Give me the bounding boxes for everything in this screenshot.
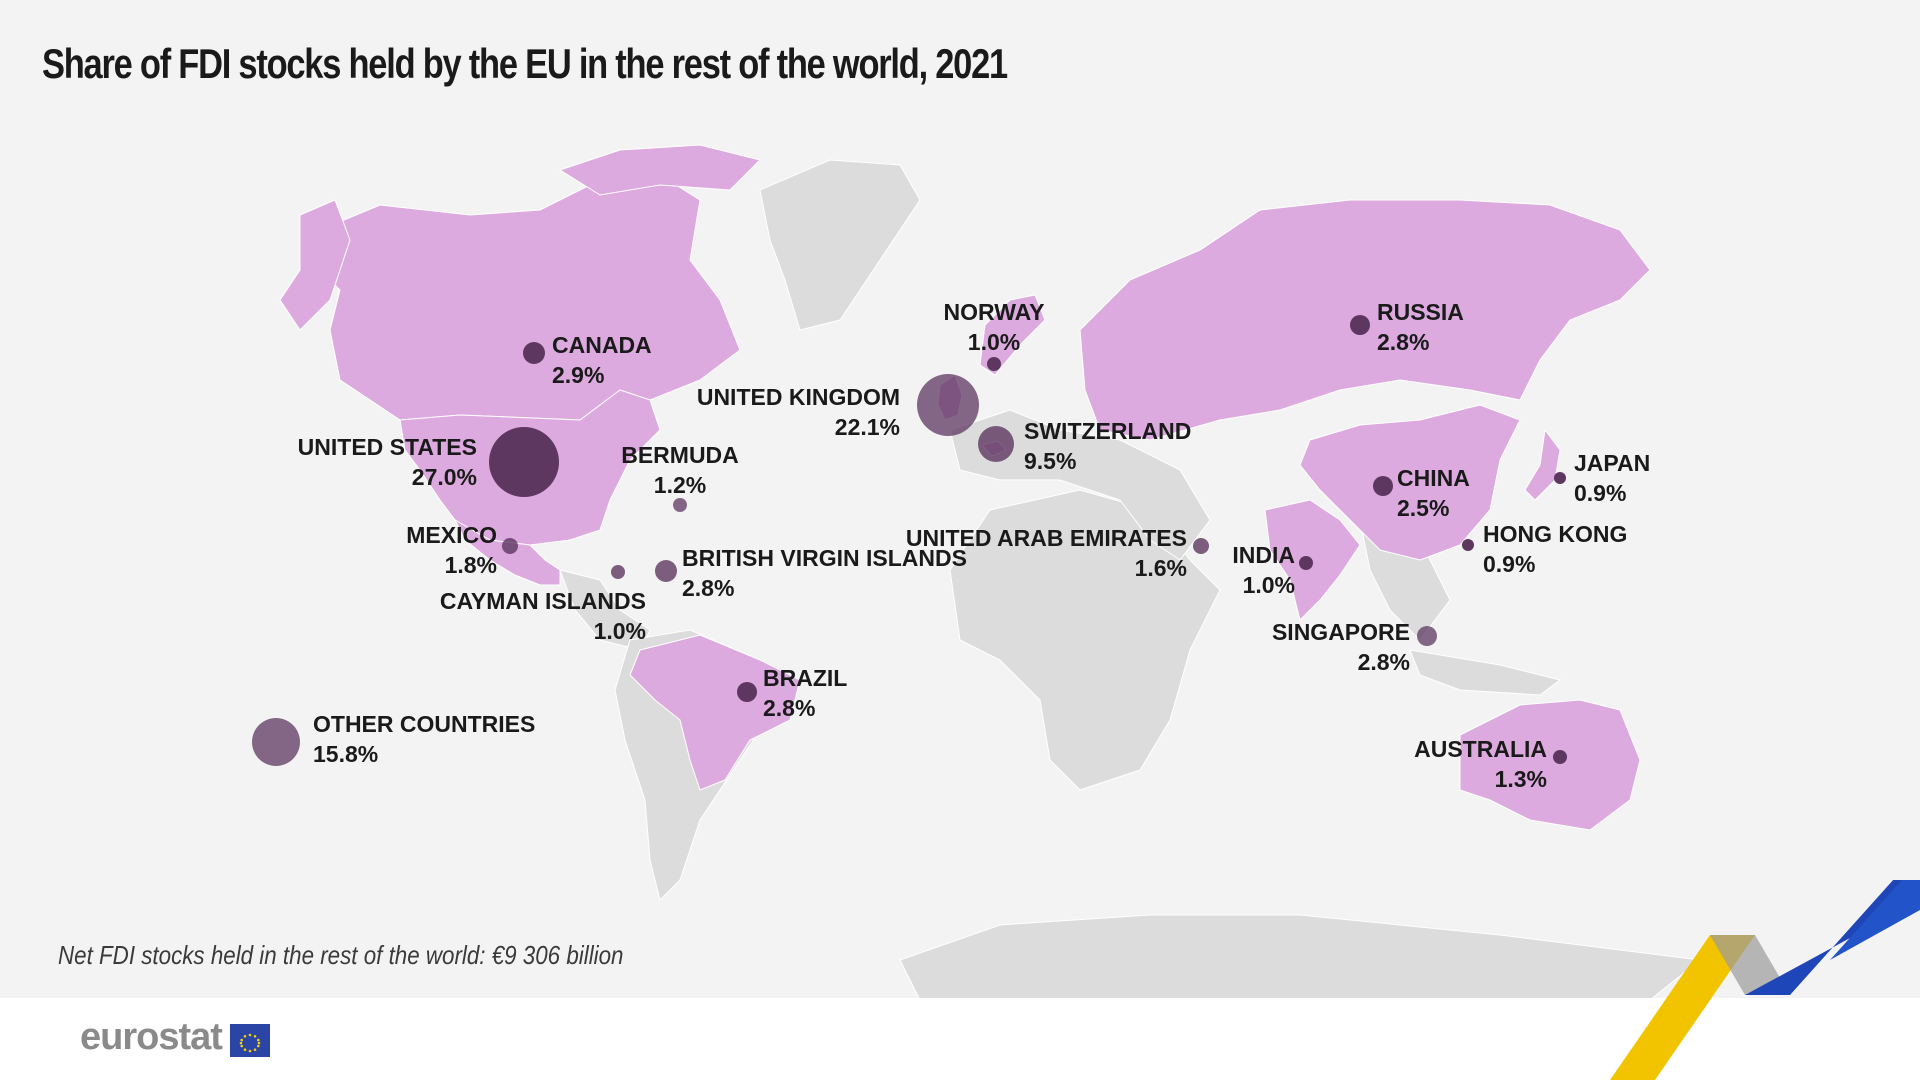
label-hong-kong: HONG KONG 0.9%: [1483, 521, 1627, 577]
bubble-other-countries[interactable]: [252, 718, 300, 766]
bubble-cayman-islands[interactable]: [611, 565, 625, 579]
bubble-brazil[interactable]: [737, 682, 757, 702]
greenland-shape: [759, 159, 921, 331]
brazil-shape: [629, 634, 801, 791]
label-united-states: UNITED STATES 27.0%: [298, 434, 477, 490]
antarctica-shape: [899, 914, 1702, 1000]
label-russia: RUSSIA 2.8%: [1377, 299, 1464, 355]
bubble-united-kingdom[interactable]: [917, 374, 979, 436]
world-map: CANADA 2.9% UNITED STATES 27.0% BERMUDA 1.2…: [252, 144, 1702, 1000]
footnote-total: Net FDI stocks held in the rest of the w…: [58, 940, 624, 970]
label-united-kingdom: UNITED KINGDOM 22.1%: [697, 384, 900, 440]
japan-shape: [1524, 428, 1561, 501]
decorative-ribbon: [1610, 880, 1920, 1080]
bubble-british-virgin-islands[interactable]: [655, 560, 677, 582]
label-bermuda: BERMUDA 1.2%: [621, 442, 739, 498]
label-united-arab-emirates: UNITED ARAB EMIRATES 1.6%: [906, 525, 1187, 581]
indonesia-shape: [1409, 649, 1562, 696]
label-india: INDIA 1.0%: [1232, 542, 1295, 598]
canada-arctic-shape: [558, 144, 761, 196]
map-title: Share of FDI stocks held by the EU in th…: [42, 40, 1008, 87]
bubble-united-states[interactable]: [489, 427, 559, 497]
bubble-hong-kong[interactable]: [1462, 539, 1474, 551]
bubble-china[interactable]: [1373, 476, 1393, 496]
bubble-india[interactable]: [1299, 556, 1313, 570]
label-british-virgin-islands: BRITISH VIRGIN ISLANDS 2.8%: [682, 545, 967, 601]
bubble-bermuda[interactable]: [673, 498, 687, 512]
norway-shape: [979, 294, 1046, 376]
label-norway: NORWAY 1.0%: [944, 299, 1045, 355]
bubble-singapore[interactable]: [1417, 626, 1437, 646]
australia-shape: [1459, 699, 1641, 831]
bubble-norway[interactable]: [987, 357, 1001, 371]
brand-name: eurostat: [80, 1016, 223, 1058]
bubble-russia[interactable]: [1350, 315, 1370, 335]
canada-shape: [319, 174, 741, 421]
europe-middle-east-shape: [949, 409, 1211, 561]
bubble-switzerland[interactable]: [978, 426, 1014, 462]
bubble-united-arab-emirates[interactable]: [1193, 538, 1209, 554]
label-china: CHINA 2.5%: [1397, 465, 1470, 521]
eurostat-logo[interactable]: eurostat: [80, 1016, 270, 1059]
label-switzerland: SWITZERLAND 9.5%: [1024, 418, 1191, 474]
bubble-japan[interactable]: [1554, 472, 1566, 484]
china-shape: [1299, 404, 1521, 561]
bubble-mexico[interactable]: [502, 538, 518, 554]
footer-bar: [0, 998, 1920, 1080]
label-canada: CANADA 2.9%: [552, 332, 652, 388]
bubble-canada[interactable]: [523, 342, 545, 364]
eu-flag-icon: [229, 1023, 270, 1057]
label-cayman-islands: CAYMAN ISLANDS 1.0%: [440, 588, 646, 644]
label-other-countries: OTHER COUNTRIES 15.8%: [313, 711, 535, 767]
bubble-australia[interactable]: [1553, 750, 1567, 764]
india-shape: [1264, 499, 1361, 621]
label-brazil: BRAZIL 2.8%: [763, 665, 847, 721]
label-singapore: SINGAPORE 2.8%: [1272, 619, 1410, 675]
alaska-shape: [279, 199, 351, 331]
label-japan: JAPAN 0.9%: [1574, 450, 1650, 506]
label-mexico: MEXICO 1.8%: [406, 522, 497, 578]
label-australia: AUSTRALIA 1.3%: [1414, 736, 1547, 792]
